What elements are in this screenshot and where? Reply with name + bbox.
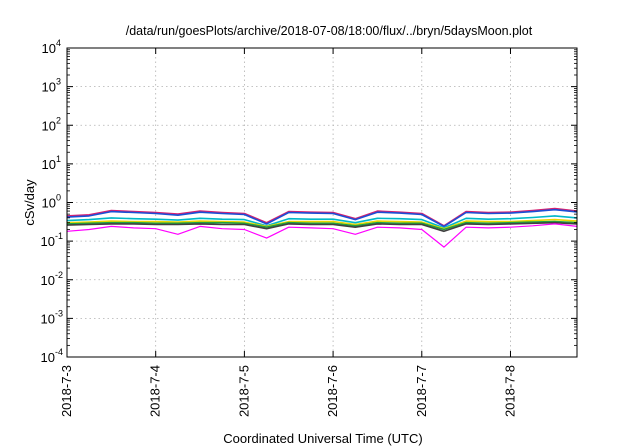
x-axis-label: Coordinated Universal Time (UTC) [223, 431, 422, 446]
ticks: 10-4 10-3 10-2 10-1 100 101 102 103 104 2018-7-3 2… [41, 38, 577, 417]
x-tick-label: 2018-7-3 [59, 365, 74, 417]
y-tick-label: 100 [42, 193, 61, 211]
series-line-5 [66, 220, 578, 231]
series-line-4 [66, 218, 578, 230]
x-tick-label: 2018-7-7 [414, 365, 429, 417]
series-line-6 [66, 221, 578, 233]
y-tick-label: 10-4 [41, 347, 63, 365]
y-tick-label: 10-2 [41, 270, 63, 288]
x-tick-label: 2018-7-6 [325, 365, 340, 417]
y-tick-label: 10-3 [41, 308, 63, 326]
grid [67, 48, 577, 357]
chart-title: /data/run/goesPlots/archive/2018-07-08/1… [126, 24, 533, 38]
series-line-3 [66, 215, 578, 229]
series-line-1 [66, 207, 578, 227]
y-tick-label: 104 [42, 38, 61, 56]
y-axis-label: cSv/day [22, 179, 37, 226]
series-line-7 [66, 223, 578, 248]
x-tick-label: 2018-7-4 [148, 365, 163, 417]
x-tick-label: 2018-7-8 [502, 365, 517, 417]
y-tick-label: 101 [42, 154, 61, 172]
series-line-2 [66, 208, 578, 228]
x-tick-label: 2018-7-5 [236, 365, 251, 417]
series-layer [66, 207, 578, 248]
y-tick-label: 102 [42, 115, 61, 133]
y-tick-label: 103 [42, 77, 61, 95]
y-tick-label: 10-1 [41, 231, 63, 249]
